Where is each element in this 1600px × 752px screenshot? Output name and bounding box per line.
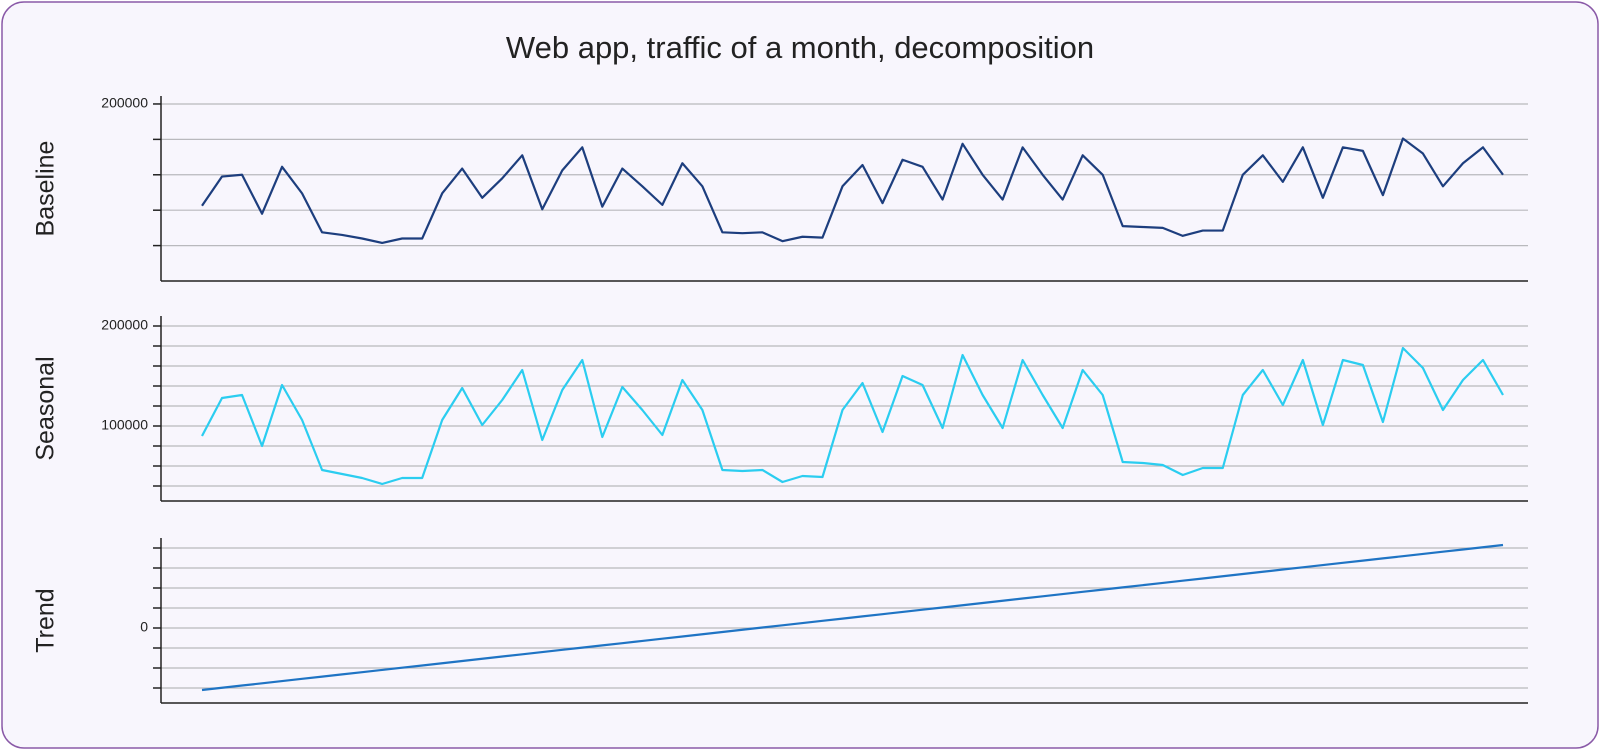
y-tick-label: 0 [140,619,148,635]
y-tick-label: 100000 [101,417,148,433]
chart-title: Web app, traffic of a month, decompositi… [506,30,1094,65]
series-line [201,543,1504,692]
series-line [201,346,1504,486]
y-axis-label: Trend [32,588,60,652]
y-axis-label: Seasonal [32,356,60,460]
y-tick-label: 200000 [101,317,148,333]
y-tick-label: 200000 [101,95,148,111]
y-axis-label: Baseline [32,141,60,237]
series-line [201,137,1504,245]
